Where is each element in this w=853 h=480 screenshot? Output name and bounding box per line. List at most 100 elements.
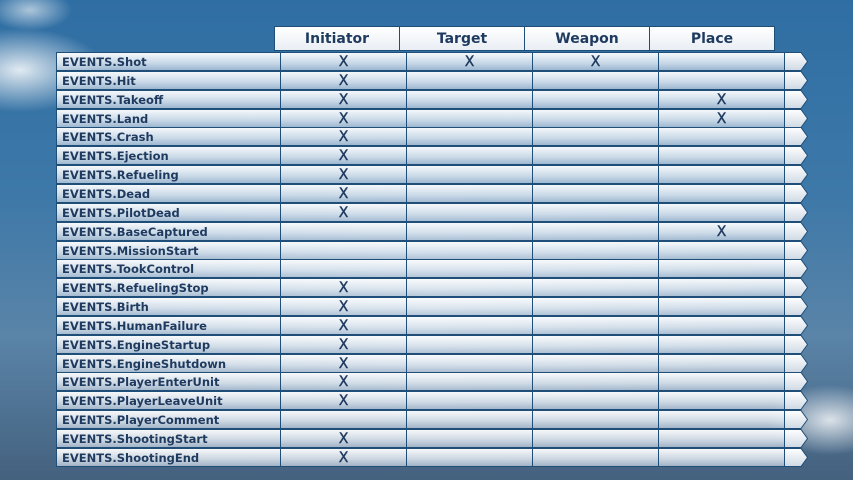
cell-place xyxy=(658,70,785,90)
event-name: EVENTS.Refueling xyxy=(56,165,281,185)
cell-target xyxy=(406,334,533,354)
event-name: EVENTS.Birth xyxy=(56,297,281,317)
column-header-target: Target xyxy=(399,26,525,51)
cell-place xyxy=(658,52,785,71)
cell-place xyxy=(658,183,785,203)
cell-initiator: X xyxy=(280,165,407,185)
cell-weapon xyxy=(532,70,659,90)
cell-weapon xyxy=(532,353,659,373)
table-row: EVENTS.EngineShutdown X xyxy=(56,353,808,373)
table-row: EVENTS.Hit X xyxy=(56,70,808,90)
cell-target xyxy=(406,202,533,222)
cell-initiator: X xyxy=(280,146,407,166)
row-arrow-icon xyxy=(784,391,808,411)
cell-weapon xyxy=(532,259,659,279)
cell-weapon xyxy=(532,146,659,166)
cell-place xyxy=(658,165,785,185)
cell-place: X xyxy=(658,89,785,109)
event-name: EVENTS.Ejection xyxy=(56,146,281,166)
cell-weapon xyxy=(532,240,659,260)
column-header-weapon: Weapon xyxy=(524,26,650,51)
cell-initiator: X xyxy=(280,353,407,373)
cell-initiator: X xyxy=(280,52,407,71)
cell-place xyxy=(658,202,785,222)
cell-weapon xyxy=(532,108,659,128)
event-name: EVENTS.PilotDead xyxy=(56,202,281,222)
row-arrow-icon xyxy=(784,429,808,448)
cell-weapon xyxy=(532,429,659,448)
cell-target xyxy=(406,183,533,203)
event-name: EVENTS.Land xyxy=(56,108,281,128)
cell-target xyxy=(406,297,533,317)
cell-target xyxy=(406,221,533,241)
cell-place xyxy=(658,372,785,392)
table-row: EVENTS.Shot X X X xyxy=(56,52,808,71)
cell-weapon xyxy=(532,391,659,411)
row-arrow-icon xyxy=(784,127,808,147)
cell-weapon xyxy=(532,372,659,392)
cell-weapon xyxy=(532,221,659,241)
cell-place xyxy=(658,447,785,467)
event-name: EVENTS.EngineStartup xyxy=(56,334,281,354)
event-name: EVENTS.BaseCaptured xyxy=(56,221,281,241)
event-name: EVENTS.Crash xyxy=(56,127,281,147)
event-name: EVENTS.TookControl xyxy=(56,259,281,279)
table-row: EVENTS.PlayerComment xyxy=(56,410,808,430)
event-name: EVENTS.PlayerComment xyxy=(56,410,281,430)
row-arrow-icon xyxy=(784,240,808,260)
table-row: EVENTS.ShootingStart X xyxy=(56,429,808,448)
cell-initiator: X xyxy=(280,183,407,203)
row-arrow-icon xyxy=(784,259,808,279)
event-name: EVENTS.Takeoff xyxy=(56,89,281,109)
table-row: EVENTS.Birth X xyxy=(56,297,808,317)
cell-target: X xyxy=(406,52,533,71)
table-row: EVENTS.PlayerEnterUnit X xyxy=(56,372,808,392)
cell-target xyxy=(406,89,533,109)
cell-place xyxy=(658,429,785,448)
cell-place xyxy=(658,391,785,411)
cell-target xyxy=(406,410,533,430)
row-arrow-icon xyxy=(784,334,808,354)
cell-weapon xyxy=(532,127,659,147)
row-arrow-icon xyxy=(784,297,808,317)
row-arrow-icon xyxy=(784,165,808,185)
event-name: EVENTS.ShootingStart xyxy=(56,429,281,448)
cell-weapon xyxy=(532,89,659,109)
row-arrow-icon xyxy=(784,52,808,71)
cell-target xyxy=(406,447,533,467)
row-arrow-icon xyxy=(784,372,808,392)
cell-initiator: X xyxy=(280,89,407,109)
row-arrow-icon xyxy=(784,315,808,335)
cell-weapon xyxy=(532,315,659,335)
cell-initiator: X xyxy=(280,315,407,335)
cell-initiator: X xyxy=(280,202,407,222)
row-arrow-icon xyxy=(784,221,808,241)
row-arrow-icon xyxy=(784,202,808,222)
table-row: EVENTS.PilotDead X xyxy=(56,202,808,222)
row-arrow-icon xyxy=(784,108,808,128)
event-name: EVENTS.EngineShutdown xyxy=(56,353,281,373)
cell-place xyxy=(658,297,785,317)
table-row: EVENTS.RefuelingStop X xyxy=(56,278,808,298)
event-name: EVENTS.ShootingEnd xyxy=(56,447,281,467)
table-header: Initiator Target Weapon Place xyxy=(274,26,775,51)
cell-weapon xyxy=(532,410,659,430)
cell-weapon xyxy=(532,278,659,298)
cell-initiator: X xyxy=(280,447,407,467)
cell-initiator xyxy=(280,259,407,279)
table-row: EVENTS.MissionStart xyxy=(56,240,808,260)
row-arrow-icon xyxy=(784,278,808,298)
event-name: EVENTS.Shot xyxy=(56,52,281,71)
row-arrow-icon xyxy=(784,353,808,373)
cell-target xyxy=(406,315,533,335)
cell-place: X xyxy=(658,108,785,128)
cell-place xyxy=(658,334,785,354)
cell-place xyxy=(658,240,785,260)
cell-initiator: X xyxy=(280,127,407,147)
row-arrow-icon xyxy=(784,183,808,203)
cell-place xyxy=(658,146,785,166)
row-arrow-icon xyxy=(784,146,808,166)
cell-place xyxy=(658,278,785,298)
cell-target xyxy=(406,70,533,90)
cell-place xyxy=(658,127,785,147)
